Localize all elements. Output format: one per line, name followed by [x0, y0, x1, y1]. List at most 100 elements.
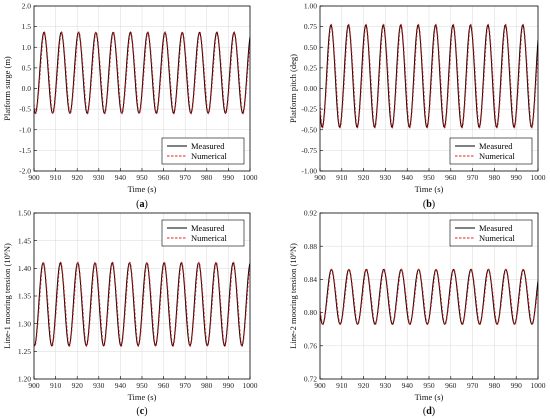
legend-box [161, 137, 245, 165]
y-tick-label: 0.25 [304, 63, 317, 72]
y-axis-title: Platform surge (m) [2, 56, 12, 121]
legend-label: Numerical [479, 151, 516, 161]
x-tick-label: 970 [467, 173, 479, 182]
x-tick-label: 930 [380, 381, 392, 390]
panel-label: (d) [423, 406, 435, 417]
x-tick-label: 930 [93, 381, 105, 390]
plot-frame [319, 212, 539, 380]
x-axis-title: Time (s) [128, 392, 157, 402]
panel-label: (b) [423, 199, 435, 210]
y-tick-label: 1.35 [18, 292, 31, 301]
y-axis-title: Line-1 mooring tension (10⁶N) [2, 243, 12, 349]
x-tick-label: 980 [201, 381, 213, 390]
y-axis-title: Line-2 mooring tension (10⁶N) [288, 243, 298, 349]
x-tick-label: 900 [314, 381, 326, 390]
y-tick-label: -0.5 [19, 105, 31, 114]
x-tick-label: 910 [336, 173, 348, 182]
x-tick-label: 900 [28, 381, 40, 390]
x-tick-label: 960 [158, 381, 170, 390]
y-tick-label: 0.92 [304, 209, 317, 218]
x-tick-label: 910 [50, 173, 62, 182]
legend-label: Measured [191, 141, 225, 151]
x-tick-label: 930 [380, 173, 392, 182]
x-tick-label: 920 [72, 381, 84, 390]
y-tick-label: 0.80 [304, 308, 317, 317]
y-tick-label: 0.84 [304, 275, 317, 284]
x-axis-title: Time (s) [415, 184, 444, 194]
x-tick-label: 900 [314, 173, 326, 182]
x-tick-label: 990 [223, 381, 235, 390]
y-tick-label: -2.0 [19, 167, 31, 176]
x-tick-label: 940 [402, 173, 414, 182]
y-tick-label: 1.30 [18, 319, 31, 328]
y-tick-label: -0.25 [301, 105, 317, 114]
legend-box [449, 137, 533, 165]
x-tick-label: 950 [423, 173, 435, 182]
x-tick-label: 1000 [243, 381, 258, 390]
y-tick-label: 0.75 [304, 22, 317, 31]
y-tick-label: 0.5 [22, 63, 32, 72]
y-tick-label: 0.88 [304, 242, 317, 251]
series-line-numerical [34, 31, 250, 115]
x-tick-label: 930 [93, 173, 105, 182]
chart-panel-b: 900 910 920 930 940 950 960 970 980 990 1000 -1.00 -… [288, 2, 546, 210]
legend-label: Numerical [191, 151, 228, 161]
y-tick-label: 1.45 [18, 236, 31, 245]
x-tick-label: 950 [423, 381, 435, 390]
x-tick-label: 990 [223, 173, 235, 182]
legend-label: Measured [191, 223, 225, 233]
y-tick-label: 0.76 [304, 341, 317, 350]
y-tick-label: 1.0 [22, 43, 32, 52]
x-tick-label: 990 [511, 173, 523, 182]
x-tick-label: 970 [467, 381, 479, 390]
y-tick-label: 1.20 [18, 375, 31, 384]
x-tick-label: 950 [136, 173, 148, 182]
legend-label: Numerical [191, 233, 228, 243]
plot-frame [319, 5, 539, 172]
legend-label: Numerical [479, 233, 516, 243]
y-tick-label: 1.5 [22, 22, 32, 31]
y-axis-title: Platform pitch (deg) [288, 54, 298, 123]
chart-panel-d: 900 910 920 930 940 950 960 970 980 990 1000 0.72 0.… [288, 209, 546, 417]
series-line-numerical [320, 23, 538, 129]
plot-frame [33, 212, 251, 380]
chart-panel-c: 900 910 920 930 940 950 960 970 980 990 1000 1.20 1.… [2, 209, 258, 417]
x-tick-label: 920 [72, 173, 84, 182]
x-tick-label: 1000 [531, 381, 546, 390]
y-tick-label: 1.40 [18, 264, 31, 273]
y-tick-label: 2.0 [22, 2, 32, 11]
panel-label: (c) [136, 406, 147, 417]
x-tick-label: 910 [50, 381, 62, 390]
y-tick-label: -0.50 [301, 125, 317, 134]
x-tick-label: 940 [115, 173, 127, 182]
y-tick-label: 1.25 [18, 347, 31, 356]
y-tick-label: -1.0 [19, 125, 31, 134]
y-tick-label: 0.00 [304, 84, 317, 93]
x-tick-label: 980 [201, 173, 213, 182]
x-tick-label: 950 [136, 381, 148, 390]
y-tick-label: 0.72 [304, 375, 317, 384]
y-tick-label: -1.00 [301, 167, 317, 176]
legend-box [161, 219, 245, 247]
y-tick-label: 1.00 [304, 2, 317, 11]
x-tick-label: 980 [489, 173, 501, 182]
chart-panel-a: 900 910 920 930 940 950 960 970 980 990 1000 -2.0 -1… [2, 2, 258, 210]
x-tick-label: 910 [336, 381, 348, 390]
x-tick-label: 900 [28, 173, 40, 182]
x-axis-title: Time (s) [128, 184, 157, 194]
panel-label: (a) [136, 199, 148, 210]
plot-frame [33, 5, 251, 172]
x-tick-label: 970 [180, 173, 192, 182]
x-tick-label: 960 [445, 173, 457, 182]
x-tick-label: 990 [511, 381, 523, 390]
y-tick-label: 0.0 [22, 84, 32, 93]
x-tick-label: 920 [358, 173, 370, 182]
x-tick-label: 960 [158, 173, 170, 182]
x-tick-label: 920 [358, 381, 370, 390]
x-axis-title: Time (s) [415, 392, 444, 402]
y-tick-label: -1.5 [19, 146, 31, 155]
